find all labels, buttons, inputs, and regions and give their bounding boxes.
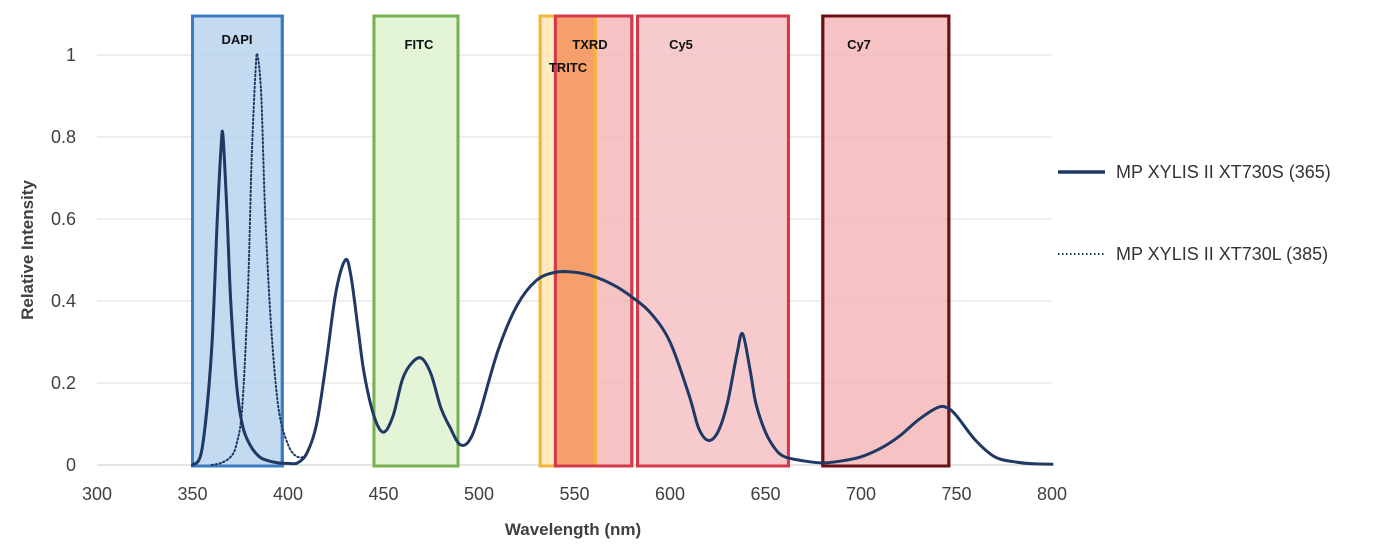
x-tick-label: 650	[750, 484, 780, 504]
legend-label: MP XYLIS II XT730L (385)	[1116, 244, 1328, 264]
x-tick-label: 550	[559, 484, 589, 504]
band-label-cy5: Cy5	[669, 37, 693, 52]
band-border-cy5	[636, 14, 790, 468]
band-fitc	[372, 14, 460, 468]
y-axis-title: Relative Intensity	[18, 180, 37, 320]
filter-bands	[191, 14, 951, 468]
band-border-txrd	[553, 14, 634, 468]
x-tick-label: 800	[1037, 484, 1067, 504]
x-axis-tick-labels: 300 350 400 450 500 550 600 650 700 750 800	[82, 484, 1067, 504]
spectrum-lines	[191, 52, 1054, 467]
band-label-fitc: FITC	[405, 37, 434, 52]
band-label-txrd: TXRD	[572, 37, 607, 52]
band-cy5	[636, 14, 790, 468]
band-cy7	[821, 14, 951, 468]
band-label-cy7: Cy7	[847, 37, 871, 52]
y-tick-label: 0.6	[51, 209, 76, 229]
legend: MP XYLIS II XT730S (365) MP XYLIS II XT73…	[1058, 162, 1331, 264]
x-tick-label: 750	[941, 484, 971, 504]
band-border-cy7	[821, 14, 951, 468]
band-overlap-tritc-txrd	[556, 17, 595, 465]
x-tick-label: 700	[846, 484, 876, 504]
x-tick-label: 450	[368, 484, 398, 504]
y-tick-label: 1	[66, 45, 76, 65]
x-tick-label: 350	[177, 484, 207, 504]
x-tick-label: 300	[82, 484, 112, 504]
x-axis-title: Wavelength (nm)	[505, 520, 641, 539]
band-label-dapi: DAPI	[221, 32, 252, 47]
y-tick-label: 0.8	[51, 127, 76, 147]
x-tick-label: 600	[655, 484, 685, 504]
legend-label: MP XYLIS II XT730S (365)	[1116, 162, 1331, 182]
y-tick-label: 0.4	[51, 291, 76, 311]
series-line-xt730s	[191, 129, 1054, 467]
y-tick-label: 0	[66, 455, 76, 475]
filter-band-labels: DAPI FITC TRITC TXRD Cy5 Cy7	[221, 32, 870, 75]
y-tick-label: 0.2	[51, 373, 76, 393]
x-tick-label: 500	[464, 484, 494, 504]
band-label-tritc: TRITC	[549, 60, 588, 75]
band-border-dapi	[191, 14, 284, 468]
x-tick-label: 400	[273, 484, 303, 504]
band-border-fitc	[372, 14, 460, 468]
y-axis-tick-labels: 0 0.2 0.4 0.6 0.8 1	[51, 45, 76, 475]
